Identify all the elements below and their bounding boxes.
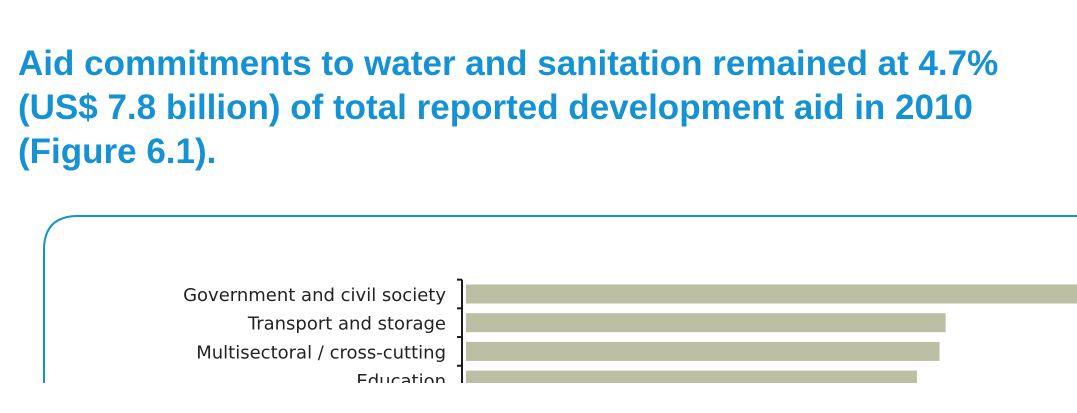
- bar: [466, 341, 940, 361]
- headline: Aid commitments to water and sanitation …: [18, 44, 999, 171]
- category-labels: Government and civil society Transport an…: [183, 285, 446, 392]
- bars-group: [466, 284, 1077, 383]
- category-axis: [457, 278, 463, 383]
- category-label: Transport and storage: [247, 314, 446, 335]
- bar: [466, 313, 946, 333]
- category-label: Government and civil society: [183, 285, 446, 306]
- crop-mask: [0, 383, 1077, 413]
- chart-frame: [43, 215, 1077, 383]
- category-label: Multisectoral / cross-cutting: [196, 342, 446, 363]
- bar: [466, 284, 1077, 304]
- bar: [466, 370, 917, 383]
